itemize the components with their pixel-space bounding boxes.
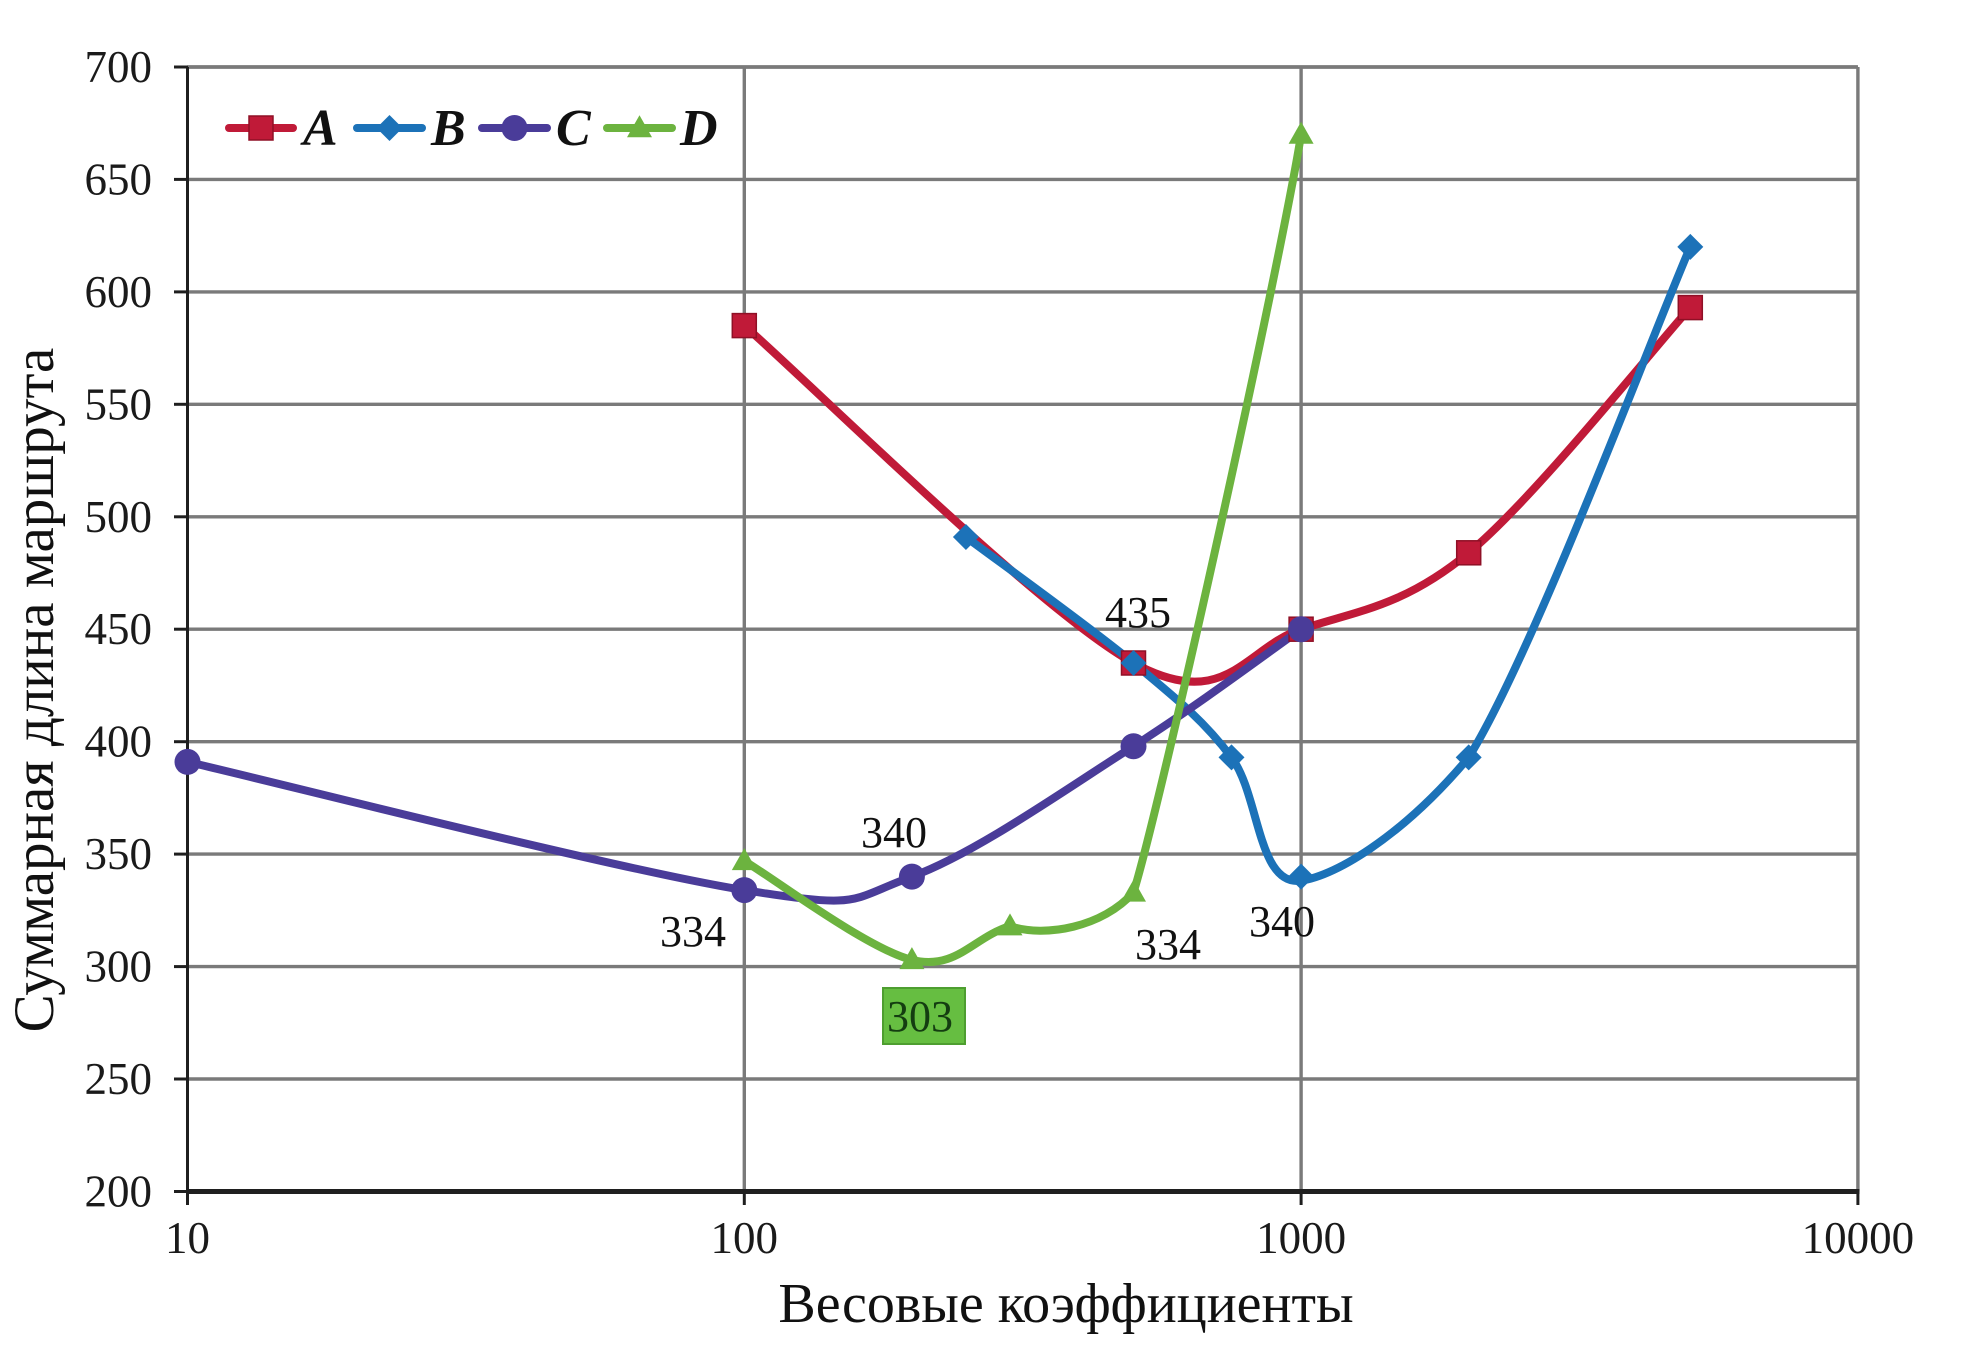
- svg-text:10000: 10000: [1802, 1213, 1915, 1263]
- svg-text:300: 300: [85, 942, 153, 992]
- svg-text:400: 400: [85, 717, 153, 767]
- svg-text:Весовые коэффициенты: Весовые коэффициенты: [778, 1273, 1353, 1335]
- svg-text:D: D: [679, 100, 718, 157]
- svg-text:650: 650: [85, 154, 153, 204]
- svg-text:350: 350: [85, 829, 153, 879]
- svg-text:C: C: [556, 100, 592, 157]
- svg-text:340: 340: [861, 808, 927, 857]
- svg-text:A: A: [300, 100, 338, 157]
- svg-text:435: 435: [1105, 588, 1171, 637]
- svg-text:10: 10: [165, 1213, 210, 1263]
- svg-text:303: 303: [887, 992, 953, 1041]
- svg-text:334: 334: [1135, 920, 1201, 969]
- svg-text:250: 250: [85, 1054, 153, 1104]
- svg-text:700: 700: [85, 42, 153, 92]
- svg-text:B: B: [430, 100, 466, 157]
- svg-text:200: 200: [85, 1167, 153, 1217]
- svg-text:500: 500: [85, 492, 153, 542]
- svg-text:334: 334: [660, 907, 726, 956]
- svg-text:550: 550: [85, 379, 153, 429]
- svg-text:600: 600: [85, 267, 153, 317]
- svg-text:1000: 1000: [1256, 1213, 1346, 1263]
- svg-text:100: 100: [711, 1213, 779, 1263]
- svg-text:Суммарная длина маршрута: Суммарная длина маршрута: [3, 348, 66, 1033]
- svg-text:450: 450: [85, 604, 153, 654]
- svg-text:340: 340: [1249, 897, 1315, 946]
